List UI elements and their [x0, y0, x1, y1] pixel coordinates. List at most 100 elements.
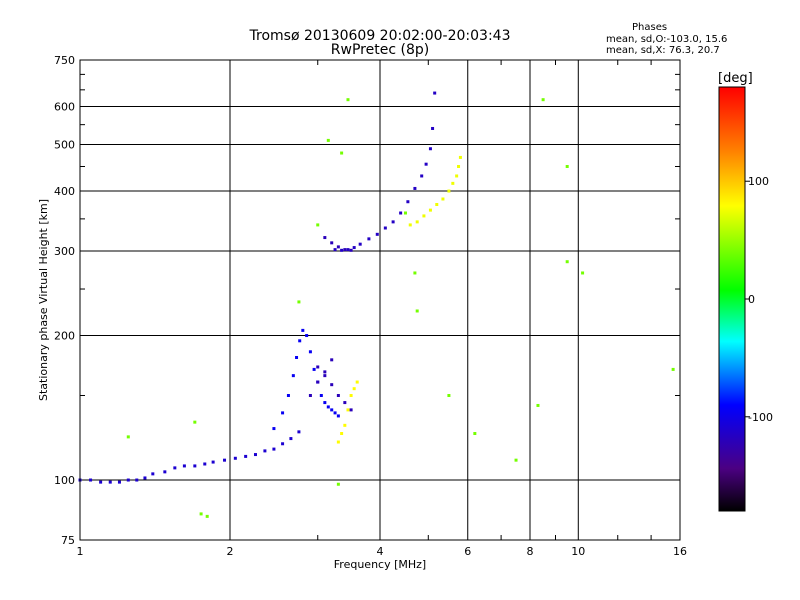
data-point [319, 394, 323, 398]
data-point [297, 300, 301, 304]
data-point [316, 223, 320, 227]
data-point [289, 437, 293, 441]
data-point [316, 365, 320, 369]
data-point [346, 98, 350, 102]
data-point [308, 394, 312, 398]
data-point [272, 427, 276, 431]
data-point [457, 164, 461, 168]
data-point [323, 370, 327, 374]
data-point [205, 514, 209, 518]
data-point [428, 208, 432, 212]
data-point [473, 432, 477, 436]
data-point [143, 476, 147, 480]
data-point [431, 126, 435, 130]
data-point [536, 403, 540, 407]
x-tick-label: 8 [527, 545, 534, 558]
data-point [223, 458, 227, 462]
data-point [383, 226, 387, 230]
data-point [420, 174, 424, 178]
data-point [151, 472, 155, 476]
data-point [305, 334, 309, 338]
data-point [415, 220, 419, 224]
x-tick-label: 10 [571, 545, 585, 558]
y-tick-label: 75 [61, 534, 75, 547]
x-tick-label: 1 [77, 545, 84, 558]
data-point [298, 339, 302, 343]
data-point [399, 211, 403, 215]
y-tick-label: 200 [54, 330, 75, 343]
colorbar-tick-label: 100 [748, 175, 769, 188]
data-point [349, 394, 353, 398]
data-point [182, 464, 186, 468]
data-point [244, 454, 248, 458]
data-points [78, 91, 675, 518]
data-point [343, 423, 347, 427]
colorbar-tick-label: 0 [748, 293, 755, 306]
data-point [199, 512, 203, 516]
y-tick-label: 500 [54, 139, 75, 152]
data-point [330, 358, 334, 362]
data-point [323, 374, 327, 378]
data-point [330, 241, 334, 245]
data-point [565, 164, 569, 168]
data-point [671, 367, 675, 371]
data-point [413, 271, 417, 275]
colorbar-tick-label: -100 [748, 411, 773, 424]
data-point [297, 430, 301, 434]
data-point [163, 470, 167, 474]
data-point [340, 432, 344, 436]
data-point [308, 350, 312, 354]
data-point [312, 367, 316, 371]
data-point [301, 328, 305, 332]
data-point [428, 147, 432, 151]
phase-info-omode: mean, sd,O:-103.0, 15.6 [606, 34, 728, 45]
data-point [336, 482, 340, 486]
data-point [233, 456, 237, 460]
y-tick-label: 600 [54, 101, 75, 114]
data-point [316, 380, 320, 384]
data-point [340, 151, 344, 155]
y-tick-label: 300 [54, 245, 75, 258]
data-point [433, 91, 437, 95]
data-point [330, 383, 334, 387]
data-point [211, 460, 215, 464]
data-point [352, 387, 356, 391]
data-point [193, 420, 197, 424]
data-point [447, 394, 451, 398]
data-point [336, 414, 340, 418]
data-point [336, 440, 340, 444]
x-tick-label: 6 [464, 545, 471, 558]
phase-info-title: Phases [632, 22, 668, 33]
data-point [323, 401, 327, 405]
y-tick-label: 400 [54, 185, 75, 198]
data-point [343, 248, 347, 252]
data-point [346, 408, 350, 412]
data-point [514, 458, 518, 462]
data-point [117, 480, 121, 484]
data-point [326, 405, 330, 409]
data-point [352, 246, 356, 250]
x-tick-label: 16 [673, 545, 687, 558]
plot-frame [79, 59, 681, 541]
data-point [336, 394, 340, 398]
data-point [447, 189, 451, 193]
grid [80, 60, 680, 540]
data-point [441, 197, 445, 201]
data-point [108, 480, 112, 484]
data-point [435, 202, 439, 206]
y-axis-label: Stationary phase Virtual Height [km] [37, 199, 50, 401]
data-point [355, 380, 359, 384]
data-point [403, 211, 407, 215]
phase-info-xmode: mean, sd,X: 76.3, 20.7 [606, 45, 720, 56]
data-point [358, 242, 362, 246]
data-point [408, 223, 412, 227]
data-point [99, 480, 103, 484]
axis-ticks: 1 2 4 6 8 10 16 75 100 200 300 400 500 600 750 [54, 54, 687, 558]
y-tick-label: 100 [54, 474, 75, 487]
x-axis-label: Frequency [MHz] [334, 558, 426, 571]
data-point [272, 447, 276, 451]
data-point [333, 248, 337, 252]
data-point [422, 214, 426, 218]
data-point [295, 355, 299, 359]
